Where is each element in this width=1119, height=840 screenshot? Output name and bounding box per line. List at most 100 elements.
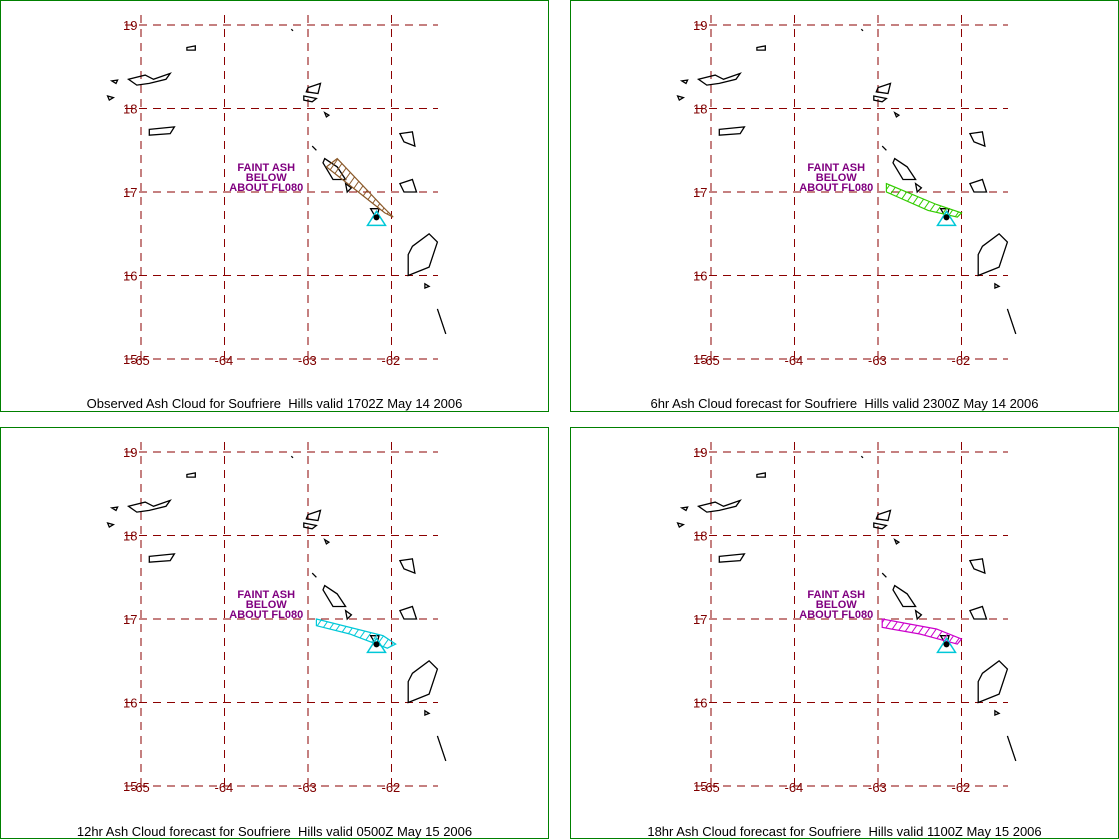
ash-cloud-area xyxy=(315,618,397,649)
island-outline xyxy=(968,558,986,575)
island-outline xyxy=(126,499,172,513)
island-outline xyxy=(106,95,116,102)
island-outline xyxy=(676,522,686,529)
island-outline xyxy=(407,659,439,704)
island-outline xyxy=(398,178,418,193)
ash-note-line: ABOUT FL080 xyxy=(229,609,303,621)
island-outline xyxy=(398,605,418,620)
volcano-triangle-icon xyxy=(366,209,387,227)
lon-tick-label: -62 xyxy=(382,353,401,368)
panel-12hr: 19 18 17 16 15 -65 -64 -63 -62 FAINT ASH BELOW ABOU… xyxy=(0,427,549,839)
island-outline xyxy=(109,506,119,512)
lon-tick-label: -62 xyxy=(382,780,401,795)
island-outline xyxy=(323,111,331,118)
lat-tick-label: 17 xyxy=(123,185,137,200)
ash-cloud-area xyxy=(885,182,963,218)
lon-tick-label: -64 xyxy=(785,780,804,795)
ash-note-line: ABOUT FL080 xyxy=(799,609,873,621)
panel-observed: 19 18 17 16 15 -65 -64 -63 -62 FAINT ASH BELOW ABOU… xyxy=(0,0,549,412)
island-outline xyxy=(881,572,887,578)
island-outline xyxy=(892,584,917,608)
island-outline xyxy=(756,472,766,478)
island-outline xyxy=(676,95,686,102)
lat-tick-label: 15 xyxy=(123,779,137,794)
island-outline xyxy=(186,45,196,51)
island-outline xyxy=(977,659,1009,704)
ash-note-line: BELOW xyxy=(246,172,288,184)
lat-tick-label: 19 xyxy=(693,18,707,33)
island-outline xyxy=(323,538,331,545)
caption-6hr: 6hr Ash Cloud forecast for Soufriere Hil… xyxy=(650,396,1039,411)
island-outline xyxy=(303,522,318,530)
lat-tick-label: 19 xyxy=(123,18,137,33)
island-outline xyxy=(914,182,923,194)
island-outline xyxy=(398,131,416,148)
volcano-triangle-icon xyxy=(936,209,957,227)
ash-cloud-area xyxy=(881,618,963,645)
island-outline xyxy=(148,126,176,136)
lat-tick-label: 17 xyxy=(693,185,707,200)
ash-note-line: BELOW xyxy=(246,599,288,611)
lat-tick-label: 16 xyxy=(123,696,137,711)
island-outline xyxy=(875,82,892,95)
lon-tick-label: -62 xyxy=(952,780,971,795)
lat-tick-label: 15 xyxy=(693,352,707,367)
island-outline xyxy=(148,553,176,563)
map-6hr: 19 18 17 16 15-65 -64 -63 -62 FAINT ASHBELOWABOU… xyxy=(676,15,1017,368)
island-outline xyxy=(106,522,116,529)
ash-note-line: BELOW xyxy=(816,599,858,611)
volcano-point-icon xyxy=(943,641,950,648)
island-outline xyxy=(1006,308,1017,335)
island-outline xyxy=(756,45,766,51)
lat-tick-label: 18 xyxy=(123,529,137,544)
ash-note-line: ABOUT FL080 xyxy=(799,182,873,194)
ash-note-line: FAINT ASH xyxy=(237,162,295,174)
volcano-point-icon xyxy=(943,214,950,221)
island-outline xyxy=(303,95,318,103)
island-outline xyxy=(914,609,923,621)
island-outline xyxy=(109,79,119,85)
island-outline xyxy=(424,282,431,289)
island-outline xyxy=(860,455,864,459)
lon-tick-label: -63 xyxy=(868,353,887,368)
island-outline xyxy=(311,145,317,151)
island-outline xyxy=(881,145,887,151)
lat-tick-label: 19 xyxy=(693,445,707,460)
lat-tick-label: 16 xyxy=(123,269,137,284)
caption-observed: Observed Ash Cloud for Soufriere Hills v… xyxy=(86,396,463,411)
lat-tick-label: 16 xyxy=(693,269,707,284)
island-outline xyxy=(290,28,294,32)
lon-tick-label: -64 xyxy=(215,353,234,368)
island-outline xyxy=(311,572,317,578)
panel-18hr: 19 18 17 16 15 -65 -64 -63 -62 FAINT ASH BELOW ABOU… xyxy=(570,427,1119,839)
island-outline xyxy=(977,232,1009,277)
island-outline xyxy=(860,28,864,32)
island-outline xyxy=(305,82,322,95)
map-12hr: 19 18 17 16 15-65 -64 -63 -62 FAINT ASHBELOWABOU… xyxy=(106,442,447,795)
lat-lon-grid xyxy=(695,442,1008,787)
island-outline xyxy=(344,609,353,621)
lat-tick-label: 19 xyxy=(123,445,137,460)
island-outline xyxy=(290,455,294,459)
island-outline xyxy=(186,472,196,478)
island-outline xyxy=(679,79,689,85)
lat-tick-label: 15 xyxy=(123,352,137,367)
lat-tick-label: 18 xyxy=(693,529,707,544)
lat-tick-label: 18 xyxy=(693,102,707,117)
volcano-point-icon xyxy=(373,214,380,221)
lon-tick-label: -64 xyxy=(215,780,234,795)
ash-note-line: BELOW xyxy=(816,172,858,184)
island-outline xyxy=(696,72,742,86)
lat-tick-label: 16 xyxy=(693,696,707,711)
island-outline xyxy=(436,735,447,762)
island-outline xyxy=(718,126,746,136)
island-outline xyxy=(424,709,431,716)
island-outline xyxy=(679,506,689,512)
lat-lon-grid xyxy=(125,442,438,787)
caption-12hr: 12hr Ash Cloud forecast for Soufriere Hi… xyxy=(76,824,473,839)
lon-tick-label: -65 xyxy=(701,353,720,368)
lat-tick-label: 15 xyxy=(693,779,707,794)
island-outline xyxy=(994,709,1001,716)
island-outline xyxy=(344,182,353,194)
island-outline xyxy=(968,131,986,148)
